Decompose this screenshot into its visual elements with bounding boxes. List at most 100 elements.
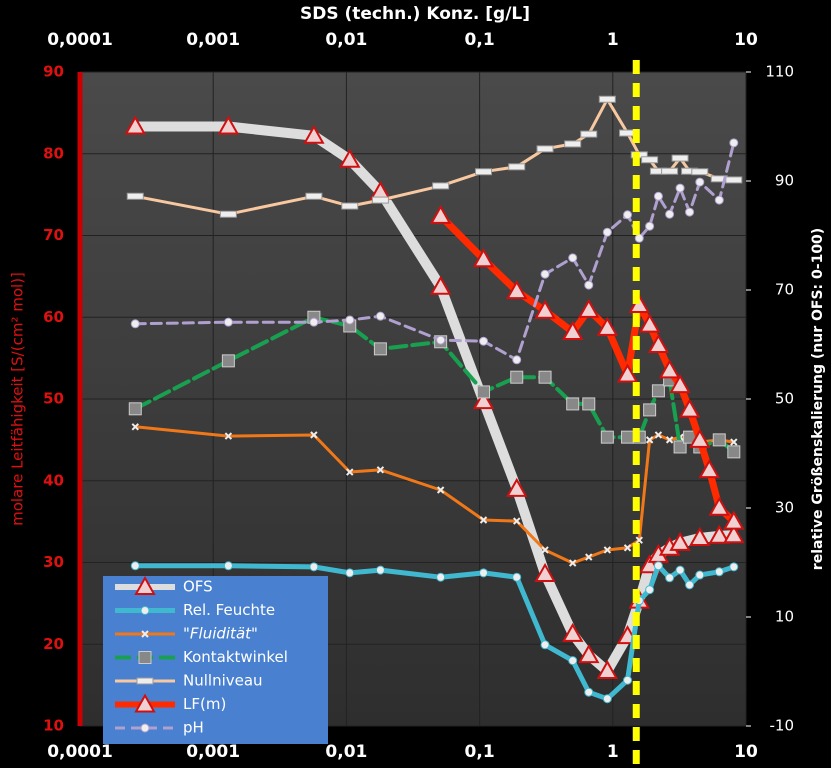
marker xyxy=(472,390,495,410)
marker xyxy=(536,145,554,153)
y2-tick-label: 70 xyxy=(775,281,794,299)
legend-label: OFS xyxy=(183,578,213,596)
marker xyxy=(477,385,491,399)
marker xyxy=(623,544,632,552)
marker xyxy=(136,677,154,685)
marker xyxy=(513,517,521,525)
marker xyxy=(566,397,580,411)
marker xyxy=(651,384,665,398)
marker xyxy=(345,568,355,578)
marker xyxy=(647,334,670,354)
marker xyxy=(616,363,639,383)
marker xyxy=(479,336,489,346)
series-line xyxy=(133,97,736,216)
x2-tick-label: 1 xyxy=(607,30,619,50)
x-tick-label: 10 xyxy=(734,742,758,762)
marker xyxy=(675,183,685,193)
x-tick-label: 0,001 xyxy=(186,742,240,762)
marker xyxy=(141,630,149,638)
marker xyxy=(568,656,578,666)
y-tick-label: 60 xyxy=(43,308,64,326)
marker xyxy=(602,694,612,704)
marker xyxy=(582,397,596,411)
marker xyxy=(725,176,743,184)
marker xyxy=(508,163,526,171)
marker xyxy=(580,130,598,138)
y-tick-label: 50 xyxy=(43,390,64,408)
series-line xyxy=(132,563,737,702)
marker xyxy=(729,562,739,572)
marker xyxy=(698,459,720,479)
marker xyxy=(429,275,452,295)
marker xyxy=(585,553,593,561)
marker xyxy=(578,644,600,664)
legend-label: "Fluidität" xyxy=(183,625,258,643)
legend-label: Kontaktwinkel xyxy=(183,648,288,666)
marker xyxy=(695,177,705,187)
marker xyxy=(534,299,556,319)
marker xyxy=(126,192,144,200)
marker xyxy=(371,196,389,204)
marker xyxy=(217,115,240,135)
marker xyxy=(429,204,452,224)
marker xyxy=(727,445,741,459)
x2-tick-label: 0,001 xyxy=(186,30,240,50)
marker xyxy=(623,675,633,685)
marker xyxy=(638,554,661,574)
marker xyxy=(538,370,552,384)
marker xyxy=(131,423,139,431)
marker xyxy=(665,209,675,219)
marker xyxy=(341,202,359,210)
marker xyxy=(675,565,685,575)
marker xyxy=(643,403,657,417)
marker xyxy=(223,561,233,571)
x2-tick-label: 0,0001 xyxy=(47,30,113,50)
marker xyxy=(634,233,644,243)
marker xyxy=(678,398,701,418)
marker xyxy=(303,124,325,144)
marker xyxy=(730,438,738,446)
marker xyxy=(140,723,150,733)
marker xyxy=(661,167,679,175)
marker xyxy=(568,253,578,263)
marker xyxy=(128,402,142,416)
marker xyxy=(534,562,556,582)
marker xyxy=(671,154,689,162)
marker xyxy=(436,486,445,494)
marker xyxy=(375,565,385,575)
marker xyxy=(540,640,550,650)
marker xyxy=(598,95,616,103)
marker xyxy=(708,496,730,516)
marker xyxy=(506,280,528,300)
marker xyxy=(665,573,675,583)
marker xyxy=(432,182,450,190)
marker xyxy=(723,524,745,544)
series-line xyxy=(133,141,736,362)
marker xyxy=(479,568,489,578)
x-tick-label: 1 xyxy=(607,742,619,762)
marker xyxy=(695,570,705,580)
marker xyxy=(712,433,726,447)
marker xyxy=(665,436,674,444)
y2-axis-title: relative Größenskalierung (nur OFS: 0-10… xyxy=(810,228,826,570)
y-axis-title: molare Leitfähigkeit [S/(cm² mol)] xyxy=(9,272,27,526)
marker xyxy=(310,431,318,439)
marker xyxy=(130,319,140,329)
marker xyxy=(708,524,730,544)
marker xyxy=(714,567,724,577)
marker xyxy=(561,320,584,340)
marker xyxy=(138,651,152,664)
marker xyxy=(221,354,235,368)
y-tick-label: 20 xyxy=(43,635,64,653)
marker xyxy=(140,606,150,615)
marker xyxy=(669,531,691,551)
marker xyxy=(658,359,681,379)
marker xyxy=(436,335,446,345)
marker xyxy=(346,468,354,476)
y2-tick-label: 30 xyxy=(775,499,794,517)
marker xyxy=(638,313,661,333)
marker xyxy=(223,317,233,327)
marker xyxy=(510,370,524,384)
marker xyxy=(479,516,488,524)
